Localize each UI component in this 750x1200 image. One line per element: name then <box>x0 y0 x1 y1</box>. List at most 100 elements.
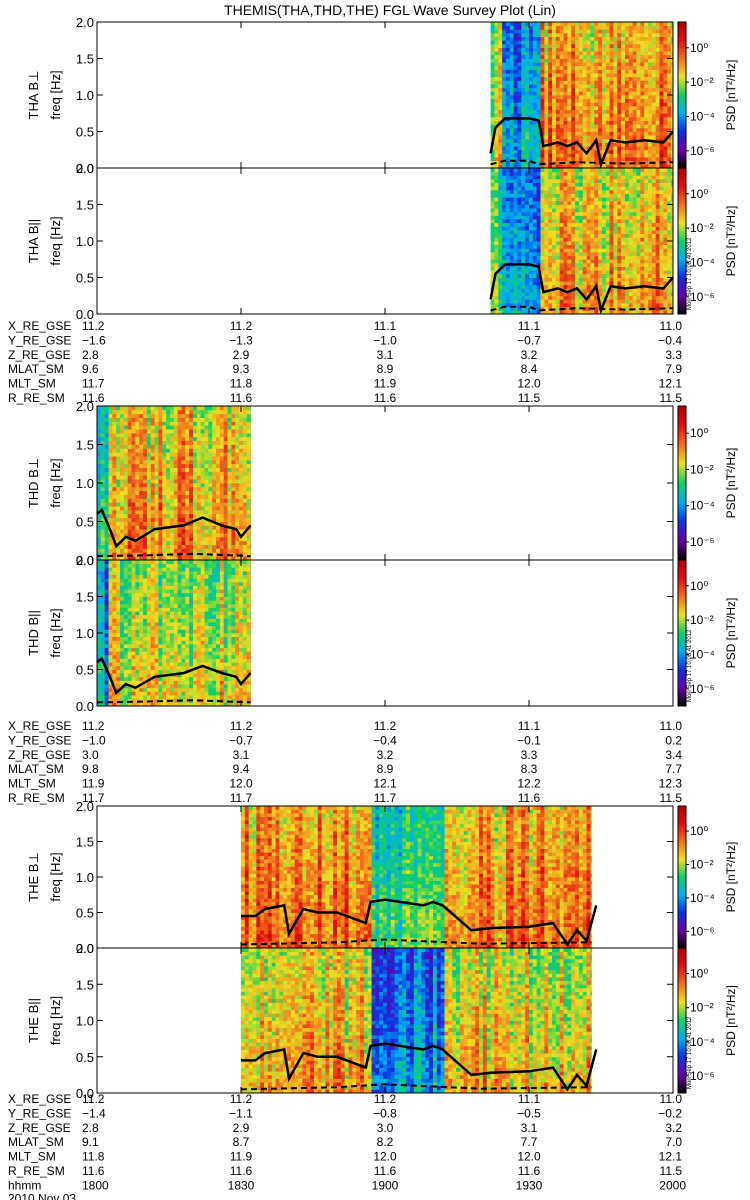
spectrogram-cell <box>621 266 626 271</box>
spectrogram-cell <box>563 58 568 63</box>
spectrogram-cell <box>640 124 645 129</box>
spectrogram-cell <box>143 425 148 430</box>
spectrogram-cell <box>640 251 645 256</box>
spectrogram-cell <box>544 131 549 136</box>
spectrogram-cell <box>521 200 526 205</box>
spectrogram-cell <box>116 413 121 418</box>
spectrogram-cell <box>567 54 572 59</box>
spectrogram-cell <box>162 483 167 488</box>
spectrogram-cell <box>552 69 557 74</box>
spectrogram-cell <box>644 266 649 271</box>
spectrogram-cell <box>509 175 515 180</box>
spectrogram-cell <box>509 120 515 125</box>
spectrogram-cell <box>104 463 109 468</box>
spectrogram-cell <box>625 157 630 162</box>
spectrogram-cell <box>671 211 674 216</box>
spectrogram-cell <box>598 244 603 249</box>
spectrogram-cell <box>563 40 568 45</box>
spectrogram-cell <box>525 215 530 220</box>
spectrogram-cell <box>663 197 668 202</box>
spectrogram-cell <box>150 425 155 430</box>
spectrogram-cell <box>104 490 109 495</box>
spectrogram-cell <box>563 306 568 311</box>
spectrogram-cell <box>525 80 530 85</box>
spectrogram-cell <box>532 36 538 41</box>
spectrogram-cell <box>575 284 580 289</box>
spectrogram-cell <box>532 47 538 52</box>
spectrogram-cell <box>555 270 561 275</box>
spectrogram-cell <box>177 540 182 545</box>
spectrogram-cell <box>663 105 668 110</box>
spectrogram-cell <box>559 178 564 183</box>
spectrogram-cell <box>575 295 580 300</box>
spectrogram-cell <box>578 168 584 173</box>
spectrogram-cell <box>548 248 553 253</box>
spectrogram-cell <box>540 36 545 41</box>
spectrogram-cell <box>582 62 587 67</box>
spectrogram-cell <box>578 241 584 246</box>
spectrogram-cell <box>594 306 599 311</box>
spectrogram-cell <box>494 197 499 202</box>
spectrogram-cell <box>490 76 495 81</box>
spectrogram-cell <box>582 292 587 297</box>
spectrogram-cell <box>605 149 611 154</box>
spectrogram-cell <box>632 222 637 227</box>
spectrogram-cell <box>548 266 553 271</box>
spectrogram-cell <box>525 58 530 63</box>
spectrogram-cell <box>555 138 561 143</box>
spectrogram-cell <box>586 138 591 143</box>
spectrogram-cell <box>567 237 572 242</box>
spectrogram-cell <box>143 479 148 484</box>
spectrogram-cell <box>169 494 175 499</box>
spectrogram-cell <box>598 226 603 231</box>
spectrogram-cell <box>162 425 167 430</box>
spectrogram-cell <box>613 219 618 224</box>
spectrogram-cell <box>502 127 507 132</box>
spectrogram-cell <box>525 113 530 118</box>
spectrogram-cell <box>659 168 664 173</box>
spectrogram-cell <box>123 552 129 557</box>
spectrogram-cell <box>490 62 495 67</box>
spectrogram-cell <box>513 255 518 260</box>
spectrogram-cell <box>594 40 599 45</box>
spectrogram-cell <box>671 43 674 48</box>
spectrogram-cell <box>667 251 672 256</box>
spectrogram-cell <box>601 102 607 107</box>
spectrogram-cell <box>617 281 622 286</box>
spectrogram-cell <box>575 120 580 125</box>
spectrogram-cell <box>594 310 599 315</box>
spectrogram-cell <box>567 255 572 260</box>
spectrogram-cell <box>162 502 167 507</box>
spectrogram-cell <box>536 204 541 209</box>
spectrogram-cell <box>628 241 634 246</box>
spectrogram-cell <box>498 244 503 249</box>
spectrogram-cell <box>505 131 511 136</box>
spectrogram-cell <box>502 211 507 216</box>
spectrogram-cell <box>555 182 561 187</box>
spectrogram-cell <box>490 270 495 275</box>
spectrogram-cell <box>502 222 507 227</box>
spectrogram-cell <box>671 109 674 114</box>
spectrogram-cell <box>544 266 549 271</box>
spectrogram-cell <box>594 32 599 37</box>
spectrogram-cell <box>498 87 503 92</box>
spectrogram-cell <box>613 244 618 249</box>
spectrogram-cell <box>667 303 672 308</box>
spectrogram-cell <box>104 498 109 503</box>
spectrogram-cell <box>513 146 518 151</box>
spectrogram-cell <box>505 43 511 48</box>
spectrogram-cell <box>609 197 614 202</box>
spectrogram-cell <box>575 131 580 136</box>
spectrogram-cell <box>127 502 132 507</box>
spectrogram-cell <box>671 29 674 34</box>
spectrogram-cell <box>521 98 526 103</box>
spectrogram-cell <box>628 91 634 96</box>
spectrogram-cell <box>636 135 641 140</box>
spectrogram-cell <box>143 417 148 422</box>
spectrogram-cell <box>559 54 564 59</box>
spectrogram-cell <box>659 116 664 121</box>
spectrogram-cell <box>505 149 511 154</box>
spectrogram-cell <box>632 189 637 194</box>
spectrogram-cell <box>120 463 125 468</box>
spectrogram-cell <box>590 222 595 227</box>
